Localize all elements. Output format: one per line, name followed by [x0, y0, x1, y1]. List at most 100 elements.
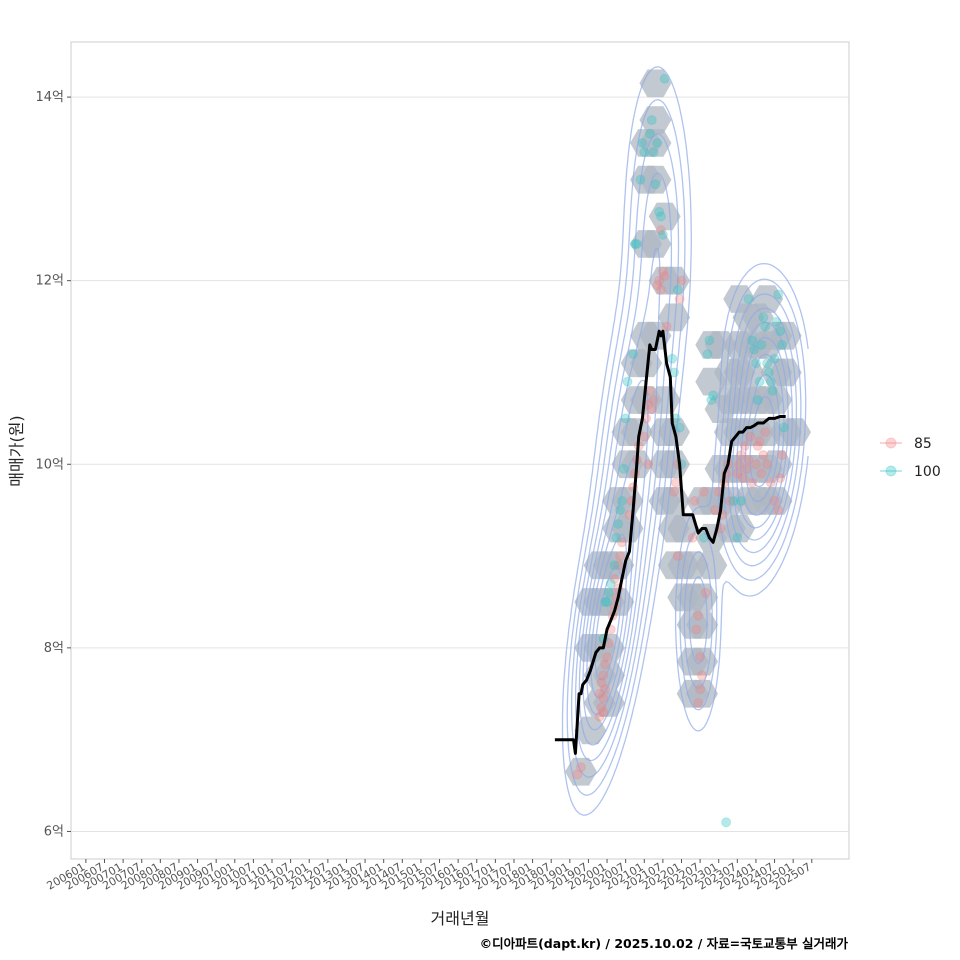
point-100 — [769, 353, 780, 364]
scatter-points — [572, 73, 789, 828]
point-100 — [763, 367, 774, 378]
point-100 — [652, 137, 663, 148]
density-contour-level-3 — [570, 133, 802, 778]
point-100 — [756, 339, 767, 350]
point-85 — [737, 473, 748, 484]
point-100 — [609, 560, 620, 571]
point-100 — [771, 316, 782, 327]
point-100 — [657, 229, 668, 240]
density-contour-level-9 — [594, 395, 776, 681]
point-85 — [598, 707, 609, 718]
point-100 — [762, 358, 773, 369]
point-100 — [704, 335, 715, 346]
point-85 — [745, 431, 756, 442]
density-contour-level-2 — [566, 98, 807, 796]
point-85 — [765, 477, 776, 488]
point-100 — [605, 578, 616, 589]
point-100 — [631, 238, 642, 249]
point-85 — [661, 321, 672, 332]
point-85 — [734, 459, 745, 470]
hexbin-cell — [639, 69, 672, 98]
point-85 — [575, 762, 586, 773]
point-85 — [743, 454, 754, 465]
point-85 — [598, 693, 609, 704]
plot-panel — [70, 41, 850, 860]
y-tick-label: 10억 — [35, 457, 64, 472]
point-100 — [635, 174, 646, 185]
point-85 — [756, 468, 767, 479]
point-85 — [656, 225, 667, 236]
point-100 — [778, 422, 789, 433]
point-100 — [754, 376, 765, 387]
y-axis-title: 매매가(원) — [7, 415, 26, 486]
point-100 — [749, 344, 760, 355]
point-100 — [773, 289, 784, 300]
point-85 — [739, 440, 750, 451]
point-100 — [603, 587, 614, 598]
hexbin-cell — [686, 583, 718, 612]
density-contour-level-5 — [578, 247, 793, 746]
point-85 — [676, 275, 687, 286]
point-85 — [693, 697, 704, 708]
point-85 — [695, 652, 706, 663]
legend: 85 100 — [880, 436, 941, 480]
point-100 — [611, 532, 622, 543]
point-85 — [572, 769, 583, 780]
point-85 — [669, 486, 680, 497]
hexbin-cell — [574, 716, 607, 745]
hexbin-cell — [592, 661, 625, 690]
hexbin-cell — [667, 514, 700, 543]
gridlines — [71, 96, 849, 832]
point-100 — [767, 385, 778, 396]
x-axis-title: 거래년월 — [431, 909, 490, 928]
hexbin-cell — [741, 386, 774, 414]
point-85 — [648, 395, 659, 406]
point-85 — [674, 294, 685, 305]
panel-border — [70, 41, 850, 860]
point-85 — [689, 495, 700, 506]
point-100 — [648, 147, 659, 158]
point-85 — [754, 436, 765, 447]
point-100 — [659, 73, 670, 84]
point-85 — [652, 280, 663, 291]
y-axis-ticks: 6억 8억 10억 12억 14억 — [35, 90, 71, 839]
point-85 — [609, 574, 620, 585]
point-100 — [602, 596, 613, 607]
point-85 — [750, 459, 761, 470]
point-100 — [629, 238, 640, 249]
density-contour-level-4 — [574, 172, 798, 762]
point-100 — [667, 353, 678, 364]
point-100 — [758, 312, 769, 323]
point-100 — [644, 128, 655, 139]
hexbin-cell — [620, 418, 653, 446]
point-100 — [736, 495, 747, 506]
point-85 — [613, 560, 624, 571]
point-85 — [670, 477, 681, 488]
legend-label-100: 100 — [914, 464, 941, 480]
density-contour-level-6 — [582, 336, 789, 731]
hexbin-cell — [639, 230, 672, 258]
point-85 — [773, 505, 784, 516]
point-100 — [637, 137, 648, 148]
density-contour-level-8 — [590, 373, 781, 699]
point-85 — [775, 473, 786, 484]
point-85 — [596, 702, 607, 713]
point-85 — [736, 450, 747, 461]
point-85 — [672, 551, 683, 562]
hexbin-cell — [751, 285, 784, 313]
point-85 — [698, 486, 709, 497]
point-100 — [620, 413, 631, 424]
trend-line-layer — [554, 329, 786, 755]
point-85 — [615, 551, 626, 562]
hexbin-cell — [639, 106, 672, 134]
point-85 — [696, 670, 707, 681]
point-100 — [775, 326, 786, 337]
point-85 — [769, 495, 780, 506]
point-100 — [616, 495, 627, 506]
point-85 — [639, 431, 650, 442]
trend-line — [554, 329, 786, 755]
y-tick-label: 12억 — [35, 274, 64, 289]
point-100 — [650, 179, 661, 190]
point-85 — [687, 532, 698, 543]
